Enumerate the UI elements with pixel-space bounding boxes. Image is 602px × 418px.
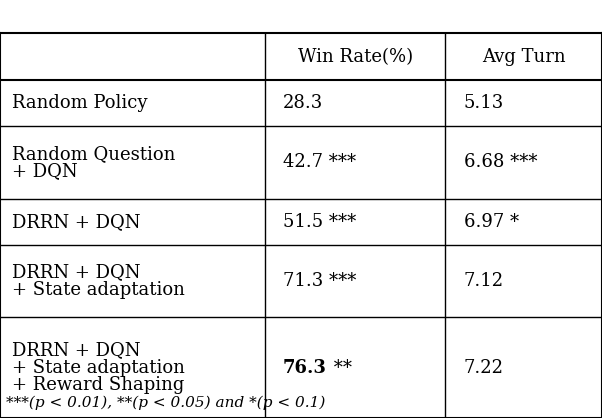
Text: 6.68 ***: 6.68 ***	[464, 153, 537, 171]
Text: **: **	[328, 359, 352, 377]
Text: DRRN + DQN: DRRN + DQN	[12, 341, 140, 359]
Text: 28.3: 28.3	[283, 94, 323, 112]
Text: Avg Turn: Avg Turn	[482, 48, 565, 66]
Text: 6.97 *: 6.97 *	[464, 213, 519, 231]
Text: 51.5 ***: 51.5 ***	[283, 213, 356, 231]
Text: 7.22: 7.22	[464, 359, 503, 377]
Text: + State adaptation: + State adaptation	[12, 359, 185, 377]
Text: + State adaptation: + State adaptation	[12, 281, 185, 299]
Text: Win Rate(%): Win Rate(%)	[297, 48, 413, 66]
Text: 76.3: 76.3	[283, 359, 327, 377]
Text: + Reward Shaping: + Reward Shaping	[12, 376, 184, 394]
Text: 7.12: 7.12	[464, 272, 504, 290]
Text: 71.3 ***: 71.3 ***	[283, 272, 356, 290]
Text: 5.13: 5.13	[464, 94, 504, 112]
Text: 42.7 ***: 42.7 ***	[283, 153, 356, 171]
Text: DRRN + DQN: DRRN + DQN	[12, 213, 140, 231]
Text: ***(p < 0.01), **(p < 0.05) and *(p < 0.1): ***(p < 0.01), **(p < 0.05) and *(p < 0.…	[6, 396, 326, 410]
Text: Random Policy: Random Policy	[12, 94, 147, 112]
Text: Random Question: Random Question	[12, 145, 175, 163]
Text: DRRN + DQN: DRRN + DQN	[12, 263, 140, 281]
Text: + DQN: + DQN	[12, 162, 78, 180]
